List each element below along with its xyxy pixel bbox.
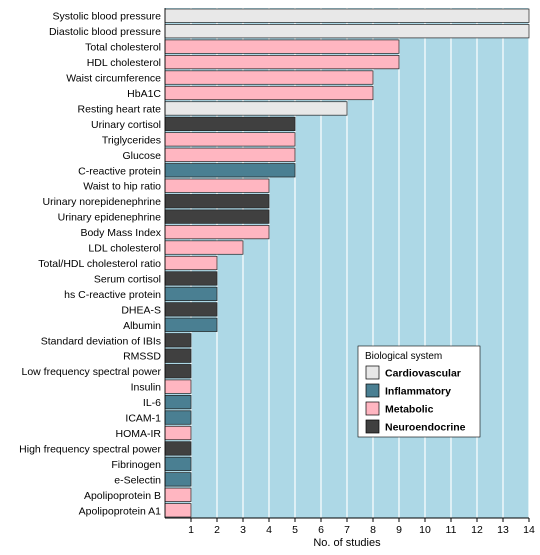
x-tick-label: 11: [446, 524, 457, 536]
x-tick-label: 1: [188, 524, 194, 536]
category-label: Resting heart rate: [78, 103, 162, 115]
bar: [164, 85, 374, 101]
x-tick-label: 10: [419, 524, 431, 536]
category-label: HOMA-IR: [116, 428, 162, 440]
category-label: C-reactive protein: [78, 165, 161, 177]
bar: [164, 55, 400, 70]
x-tick-label: 14: [523, 524, 535, 536]
category-label: Urinary cortisol: [91, 119, 161, 131]
bar: [164, 209, 270, 224]
category-labels: Systolic blood pressure Diastolic blood p…: [19, 11, 162, 518]
bar: [164, 487, 192, 502]
legend-label: Inflammatory: [385, 386, 451, 398]
category-label: LDL cholesterol: [88, 243, 161, 255]
category-label: Apolipoprotein B: [84, 490, 161, 502]
bar: [164, 70, 374, 85]
category-label: Triglycerides: [102, 134, 161, 146]
legend: Biological system Cardiovascular Inflamma…: [357, 345, 481, 438]
x-tick-label: 6: [318, 524, 324, 536]
legend-title: Biological system: [365, 351, 442, 362]
x-axis-title: No. of studies: [313, 537, 381, 549]
category-label: Low frequency spectral power: [22, 366, 162, 378]
bar: [164, 255, 218, 271]
x-axis: 1 2 3 4 5 6 7 8 9 10 11 12 13 14: [164, 8, 535, 536]
bar: [164, 317, 218, 332]
bar: [164, 441, 192, 456]
category-label: hs C-reactive protein: [64, 289, 161, 301]
category-label: High frequency spectral power: [19, 443, 161, 455]
category-label: ICAM-1: [125, 413, 161, 425]
category-label: Fibrinogen: [111, 459, 161, 471]
category-label: HbA1C: [127, 88, 161, 100]
category-label: HDL cholesterol: [87, 57, 161, 69]
bar: [164, 271, 218, 286]
category-label: Total/HDL cholesterol ratio: [38, 258, 161, 270]
bar: [164, 302, 218, 317]
category-label: Urinary norepidenephrine: [43, 196, 162, 208]
bar: [164, 8, 530, 23]
bar: [164, 101, 348, 116]
bar: [164, 456, 192, 471]
x-tick-label: 8: [370, 524, 376, 536]
bar: [164, 364, 192, 379]
bar: [164, 147, 296, 162]
x-tick-label: 3: [240, 524, 246, 536]
category-label: Waist circumference: [66, 73, 161, 85]
bar: [164, 194, 270, 209]
category-label: Insulin: [131, 382, 162, 394]
bars: [164, 8, 530, 518]
bar: [164, 116, 296, 131]
category-label: Urinary epidenephrine: [58, 212, 161, 224]
bar: [164, 503, 192, 518]
x-tick-label: 9: [396, 524, 402, 536]
category-label: DHEA-S: [121, 304, 161, 316]
x-tick-label: 4: [266, 524, 272, 536]
bar: [164, 240, 244, 255]
bar: [164, 225, 270, 240]
bar: [164, 163, 296, 178]
legend-swatch: [365, 401, 380, 416]
category-label: Albumin: [123, 320, 161, 332]
x-tick-label: 7: [344, 524, 350, 536]
bar: [164, 178, 270, 193]
x-tick-label: 13: [497, 524, 509, 536]
category-label: RMSSD: [123, 351, 161, 363]
x-tick-label: 5: [292, 524, 298, 536]
legend-swatch: [365, 383, 380, 398]
bar: [164, 472, 192, 487]
bar: [164, 379, 192, 394]
legend-label: Metabolic: [385, 404, 434, 416]
category-label: Systolic blood pressure: [52, 11, 161, 23]
category-label: Apolipoprotein A1: [79, 505, 161, 517]
category-label: Serum cortisol: [94, 273, 161, 285]
category-label: e-Selectin: [114, 474, 161, 486]
bar: [164, 286, 218, 301]
category-label: IL-6: [143, 397, 161, 409]
x-tick-label: 12: [471, 524, 483, 536]
bar: [164, 395, 192, 410]
category-label: Waist to hip ratio: [83, 181, 161, 193]
category-label: Diastolic blood pressure: [49, 26, 161, 38]
legend-label: Cardiovascular: [385, 368, 461, 380]
bar: [164, 410, 192, 425]
bar: [164, 425, 192, 441]
legend-swatch: [365, 365, 380, 380]
bar: [164, 39, 400, 54]
bar: [164, 333, 192, 348]
category-label: Standard deviation of IBIs: [41, 335, 161, 347]
category-label: Glucose: [122, 150, 161, 162]
bar: [164, 132, 296, 147]
legend-swatch: [365, 419, 380, 434]
bar: [164, 24, 530, 39]
category-label: Total cholesterol: [85, 42, 161, 54]
category-label: Body Mass Index: [80, 227, 161, 239]
x-tick-label: 2: [214, 524, 220, 536]
bar: [164, 348, 192, 363]
legend-label: Neuroendocrine: [385, 422, 466, 434]
